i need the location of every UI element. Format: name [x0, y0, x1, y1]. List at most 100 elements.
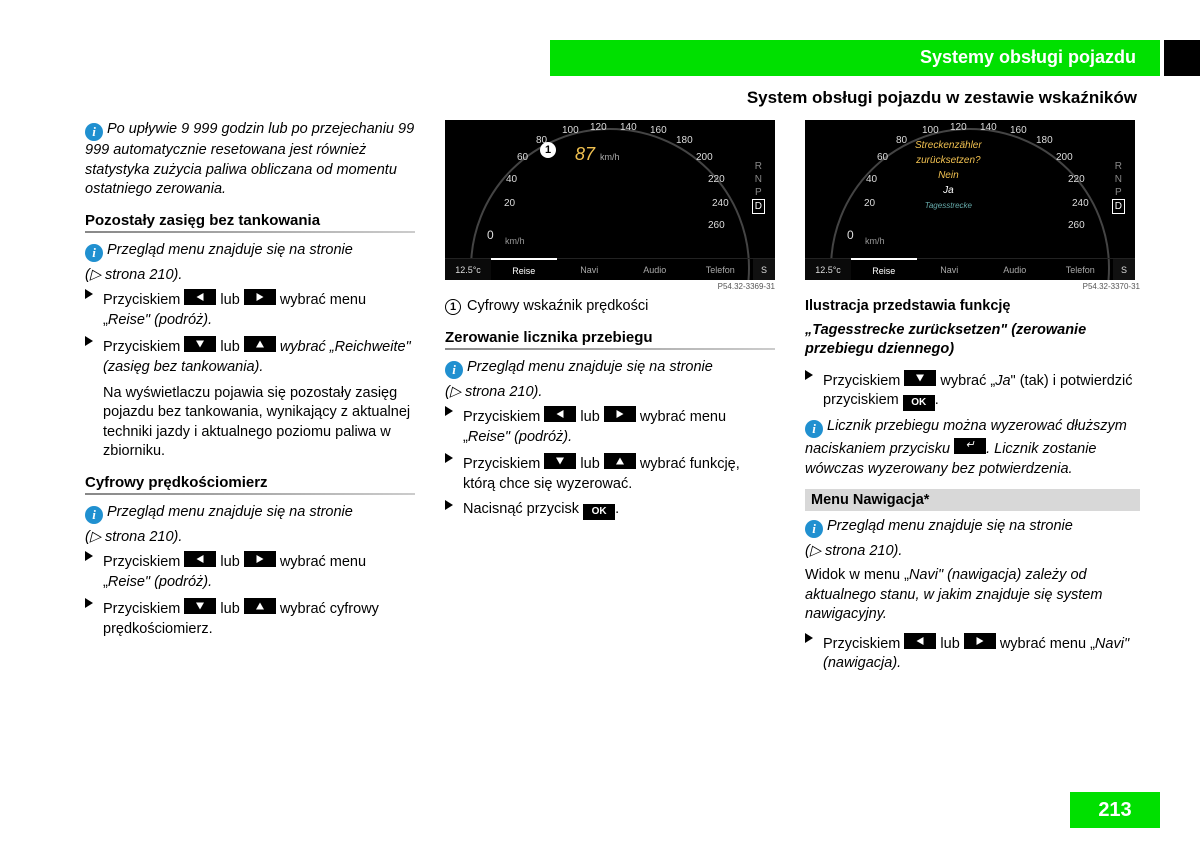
speedo-tab: Audio	[622, 258, 688, 280]
speedo-tick: 60	[877, 152, 888, 163]
heading-digital-speed: Cyfrowy prędkościomierz	[85, 474, 415, 491]
speedo-tab: Navi	[917, 258, 983, 280]
info-text: Przegląd menu znajduje się na stronie	[467, 359, 713, 375]
speedo-tab: Telefon	[1048, 258, 1114, 280]
right-button-icon	[244, 289, 276, 305]
step-text: Przyciskiem lub wybrać funkcję, którą ch…	[463, 453, 775, 494]
step-note: Na wyświetlaczu pojawia się pozostały za…	[103, 384, 415, 462]
info-icon: i	[85, 506, 103, 524]
info-text: Po upływie 9 999 godzin lub po przejecha…	[85, 121, 414, 197]
gear-letter: R	[1112, 160, 1125, 173]
speedo-tick: 180	[676, 135, 693, 146]
info-text: Przegląd menu znajduje się na stronie	[827, 518, 1073, 534]
step-bullet	[85, 598, 93, 608]
gear-letter: D	[1112, 199, 1125, 214]
column-1: iPo upływie 9 999 godzin lub po przejech…	[85, 120, 415, 680]
callout-number-1: 1	[445, 299, 461, 315]
option-no: Nein	[915, 168, 982, 183]
step-bullet	[445, 406, 453, 416]
reset-prompt: Streckenzähler zurücksetzen? Nein Ja Tag…	[915, 138, 982, 213]
info-icon: i	[85, 244, 103, 262]
speedo-tab: Navi	[557, 258, 623, 280]
page-ref: (▷ strona 210).	[85, 266, 415, 286]
figure-caption: Cyfrowy wskaźnik prędkości	[467, 298, 648, 314]
section-header: System obsługi pojazdu w zestawie wskaźn…	[747, 88, 1137, 108]
step-text: Przyciskiem lub wybrać „Reichweite" (zas…	[103, 336, 415, 377]
gear-indicator: RNPD	[1112, 160, 1125, 214]
figure-code: P54.32-3369-31	[445, 282, 775, 291]
step-bullet	[805, 370, 813, 380]
info-icon: i	[85, 123, 103, 141]
page-ref: (▷ strona 210).	[445, 383, 775, 403]
info-icon: i	[805, 520, 823, 538]
body-text: Widok w menu „Navi" (nawigacja) zależy o…	[805, 566, 1140, 625]
heading-reset-trip: Zerowanie licznika przebiegu	[445, 329, 775, 346]
gear-letter: R	[752, 160, 765, 173]
page-ref: (▷ strona 210).	[85, 528, 415, 548]
speedo-tab: Telefon	[688, 258, 754, 280]
right-button-icon	[244, 551, 276, 567]
step-bullet	[85, 289, 93, 299]
right-button-icon	[604, 406, 636, 422]
thumb-tab	[1164, 40, 1200, 76]
info-icon: i	[445, 361, 463, 379]
heading-rule	[85, 493, 415, 495]
speedo-tick: 20	[864, 198, 875, 209]
speedo-tab: Audio	[982, 258, 1048, 280]
ok-button-icon: OK	[583, 504, 615, 520]
heading-rule	[445, 348, 775, 350]
gear-indicator: RNPD	[752, 160, 765, 214]
speedo-tick: 80	[536, 135, 547, 146]
info-icon: i	[805, 420, 823, 438]
down-button-icon	[904, 370, 936, 386]
up-button-icon	[244, 598, 276, 614]
figure-code: P54.32-3370-31	[805, 282, 1140, 291]
down-button-icon	[184, 598, 216, 614]
temperature-display: 12.5°c	[445, 258, 491, 280]
speedo-tick: 140	[980, 122, 997, 133]
mode-badge: S	[1113, 258, 1135, 280]
gear-letter: N	[752, 173, 765, 186]
left-button-icon	[544, 406, 576, 422]
tick-0: 0	[847, 228, 854, 242]
speedo-tick: 180	[1036, 135, 1053, 146]
step-bullet	[85, 336, 93, 346]
step-bullet	[85, 551, 93, 561]
gear-letter: P	[1112, 186, 1125, 199]
speedo-tick: 100	[922, 125, 939, 136]
step-bullet	[445, 453, 453, 463]
speedo-tick: 260	[1068, 220, 1085, 231]
kmh-label: km/h	[505, 236, 525, 246]
digital-speed-value: 87 km/h	[575, 144, 620, 165]
speedo-tick: 100	[562, 125, 579, 136]
speedo-tick: 140	[620, 122, 637, 133]
info-text: Przegląd menu znajduje się na stronie	[107, 504, 353, 520]
speedometer-figure-1: 0 km/h 1 87 km/h RNPD 12.5°cReiseNaviAud…	[445, 120, 775, 280]
column-2: 0 km/h 1 87 km/h RNPD 12.5°cReiseNaviAud…	[445, 120, 775, 680]
speedo-tick: 80	[896, 135, 907, 146]
option-yes: Ja	[915, 183, 982, 198]
left-button-icon	[184, 551, 216, 567]
speedo-tick: 40	[866, 174, 877, 185]
step-text: Przyciskiem lub wybrać menu „Reise" (pod…	[103, 289, 415, 330]
step-text: Przyciskiem lub wybrać menu „Reise" (pod…	[463, 406, 775, 447]
speedo-tick: 160	[650, 125, 667, 136]
up-button-icon	[244, 336, 276, 352]
speedo-tick: 20	[504, 198, 515, 209]
speedo-tick: 220	[1068, 174, 1085, 185]
down-button-icon	[184, 336, 216, 352]
figure-caption-line2: „Tagesstrecke zurücksetzen" (zerowanie p…	[805, 321, 1140, 360]
down-button-icon	[544, 453, 576, 469]
info-text: Przegląd menu znajduje się na stronie	[107, 242, 353, 258]
speedo-tick: 200	[696, 152, 713, 163]
step-bullet	[805, 633, 813, 643]
heading-rule	[85, 231, 415, 233]
speedo-tick: 60	[517, 152, 528, 163]
tick-0: 0	[487, 228, 494, 242]
speedo-tick: 160	[1010, 125, 1027, 136]
page-ref: (▷ strona 210).	[805, 542, 1140, 562]
speedo-tick: 120	[590, 122, 607, 133]
speedo-tick: 220	[708, 174, 725, 185]
menu-heading-nav: Menu Nawigacja*	[805, 489, 1140, 511]
gear-letter: D	[752, 199, 765, 214]
